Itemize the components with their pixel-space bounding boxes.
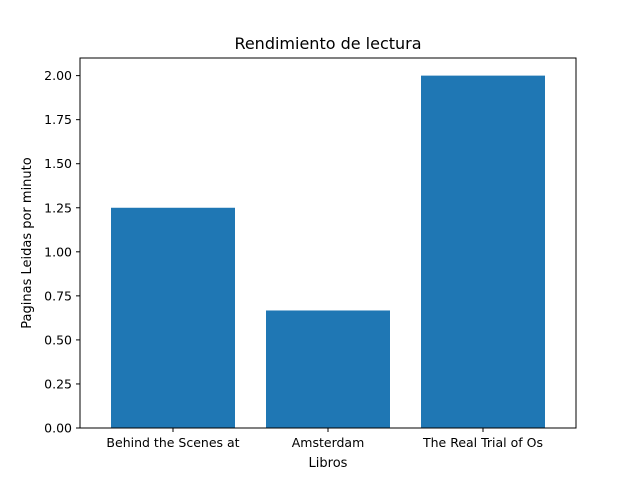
x-axis-ticks: Behind the Scenes at Amsterdam The Real Tr… <box>106 428 543 450</box>
y-tick-label: 1.75 <box>44 112 72 127</box>
y-tick-label: 1.00 <box>44 244 72 259</box>
y-tick-label: 0.25 <box>44 376 72 391</box>
bar-1 <box>111 207 235 428</box>
x-tick-label: Behind the Scenes at <box>106 435 239 450</box>
y-tick-label: 1.25 <box>44 200 72 215</box>
y-tick-label: 1.50 <box>44 156 72 171</box>
plot-frame <box>79 57 577 429</box>
chart-title: Rendimiento de lectura <box>234 34 421 53</box>
y-tick-label: 0.50 <box>44 332 72 347</box>
bar-3 <box>421 75 545 428</box>
y-tick-label: 0.00 <box>44 421 72 436</box>
x-tick-label: Amsterdam <box>292 435 365 450</box>
y-axis-ticks: 0.00 0.25 0.50 0.75 1.00 1.25 1.50 1.75 2.00 <box>44 68 80 436</box>
y-axis-label: Paginas Leidas por minuto <box>20 157 35 328</box>
bars-group <box>111 75 545 428</box>
y-tick-label: 2.00 <box>44 68 72 83</box>
x-tick-label: The Real Trial of Os <box>422 435 543 450</box>
bar-2 <box>266 310 390 428</box>
y-tick-label: 0.75 <box>44 288 72 303</box>
x-axis-label: Libros <box>309 456 348 471</box>
